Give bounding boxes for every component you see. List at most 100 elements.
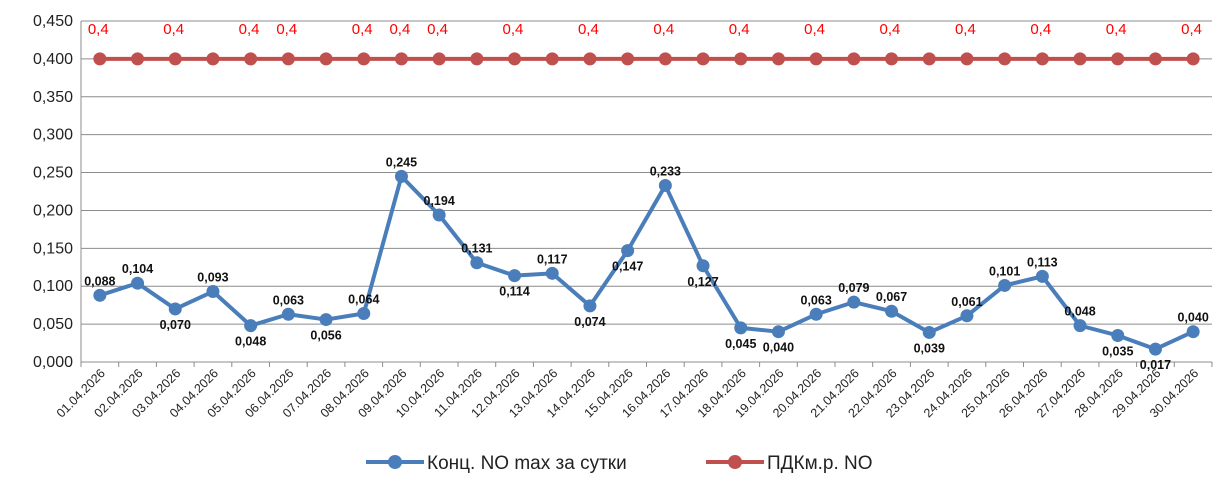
series-2-point [734, 52, 748, 66]
series-1-point [1186, 325, 1200, 339]
series-2-point [922, 52, 936, 66]
y-tick-label: 0,000 [33, 354, 73, 371]
axis-layer: 0,000 0,050 0,100 0,150 0,200 0,250 0,300 0,350… [33, 13, 1213, 420]
data-label: 0,088 [84, 274, 115, 288]
series-1-point [1035, 269, 1049, 283]
series-2-point [168, 52, 182, 66]
data-label: 0,117 [537, 252, 568, 266]
data-label: 0,064 [348, 293, 379, 307]
y-tick-label: 0,400 [33, 51, 73, 68]
series-1-point [93, 288, 107, 302]
data-label: 0,063 [801, 293, 832, 307]
limit-data-label: 0,4 [653, 21, 674, 38]
data-label-layer: 0,088 0,104 0,070 0,093 0,048 0,063 0,056 0,064… [84, 21, 1209, 372]
data-label: 0,040 [763, 341, 794, 355]
data-label: 0,194 [424, 194, 455, 208]
series-2-point [281, 52, 295, 66]
series-1-point [658, 178, 672, 192]
series-1-point [206, 285, 220, 299]
series-1-point [508, 269, 522, 283]
series-1-point [771, 325, 785, 339]
limit-data-label: 0,4 [163, 21, 184, 38]
data-label: 0,039 [914, 341, 945, 355]
series-1-point [432, 208, 446, 222]
series-2-point [771, 52, 785, 66]
legend-swatch-marker-2 [728, 455, 742, 469]
series-1-point [357, 307, 371, 321]
series-2-point [508, 52, 522, 66]
series-2-point [1073, 52, 1087, 66]
series-2-point [621, 52, 635, 66]
series-2-point [998, 52, 1012, 66]
series-2-point [847, 52, 861, 66]
series-1-point [1148, 342, 1162, 356]
series-2-point [696, 52, 710, 66]
legend: Конц. NO max за сутки ПДКм.р. NO [366, 453, 873, 474]
data-label: 0,113 [1027, 255, 1058, 269]
series-2-point [131, 52, 145, 66]
data-label: 0,245 [386, 155, 417, 169]
data-label: 0,045 [725, 337, 756, 351]
limit-data-label: 0,4 [88, 21, 109, 38]
series-2-point [357, 52, 371, 66]
legend-swatch-marker-1 [388, 455, 402, 469]
series-1-point [168, 302, 182, 316]
limit-data-label: 0,4 [427, 21, 448, 38]
series-2-point [960, 52, 974, 66]
limit-data-label: 0,4 [1181, 21, 1202, 38]
limit-data-label: 0,4 [1106, 21, 1127, 38]
data-label: 0,048 [235, 335, 266, 349]
series-1-point [809, 307, 823, 321]
series-1-point [998, 278, 1012, 292]
series-2-point [1186, 52, 1200, 66]
data-label: 0,074 [574, 315, 605, 329]
series-layer [93, 52, 1200, 356]
legend-label-2: ПДКм.р. NO [767, 453, 873, 474]
series-1-point [847, 295, 861, 309]
grid-layer [81, 20, 1212, 363]
data-label: 0,104 [122, 262, 153, 276]
data-label: 0,070 [160, 318, 191, 332]
series-1-point [394, 169, 408, 183]
series-1-point [696, 259, 710, 273]
data-label: 0,067 [876, 290, 907, 304]
series-1-point [1111, 328, 1125, 342]
y-tick-label: 0,300 [33, 127, 73, 144]
y-tick-label: 0,200 [33, 202, 73, 219]
series-2-point [1148, 52, 1162, 66]
y-tick-label: 0,150 [33, 240, 73, 257]
data-label: 0,061 [951, 295, 982, 309]
limit-data-label: 0,4 [239, 21, 260, 38]
data-label: 0,040 [1178, 311, 1209, 325]
limit-data-label: 0,4 [804, 21, 825, 38]
series-1-point [621, 244, 635, 258]
series-1-point [281, 307, 295, 321]
series-2-point [206, 52, 220, 66]
y-tick-label: 0,100 [33, 278, 73, 295]
series-1-point [319, 313, 333, 327]
series-1-point [960, 309, 974, 323]
series-1-point [885, 304, 899, 318]
series-2-point [432, 52, 446, 66]
series-2-point [394, 52, 408, 66]
data-label: 0,127 [687, 275, 718, 289]
data-label: 0,063 [273, 293, 304, 307]
data-label: 0,101 [989, 264, 1020, 278]
series-1-point [922, 325, 936, 339]
data-label: 0,017 [1140, 358, 1171, 372]
series-2-point [885, 52, 899, 66]
y-tick-label: 0,450 [33, 13, 73, 30]
series-1-point [244, 319, 258, 333]
data-label: 0,147 [612, 260, 643, 274]
series-2-point [1035, 52, 1049, 66]
limit-data-label: 0,4 [729, 21, 750, 38]
series-2-point [470, 52, 484, 66]
data-label: 0,079 [838, 281, 869, 295]
series-2-point [545, 52, 559, 66]
data-label: 0,093 [197, 271, 228, 285]
series-1-point [545, 266, 559, 280]
series-2-point [244, 52, 258, 66]
limit-data-label: 0,4 [276, 21, 297, 38]
